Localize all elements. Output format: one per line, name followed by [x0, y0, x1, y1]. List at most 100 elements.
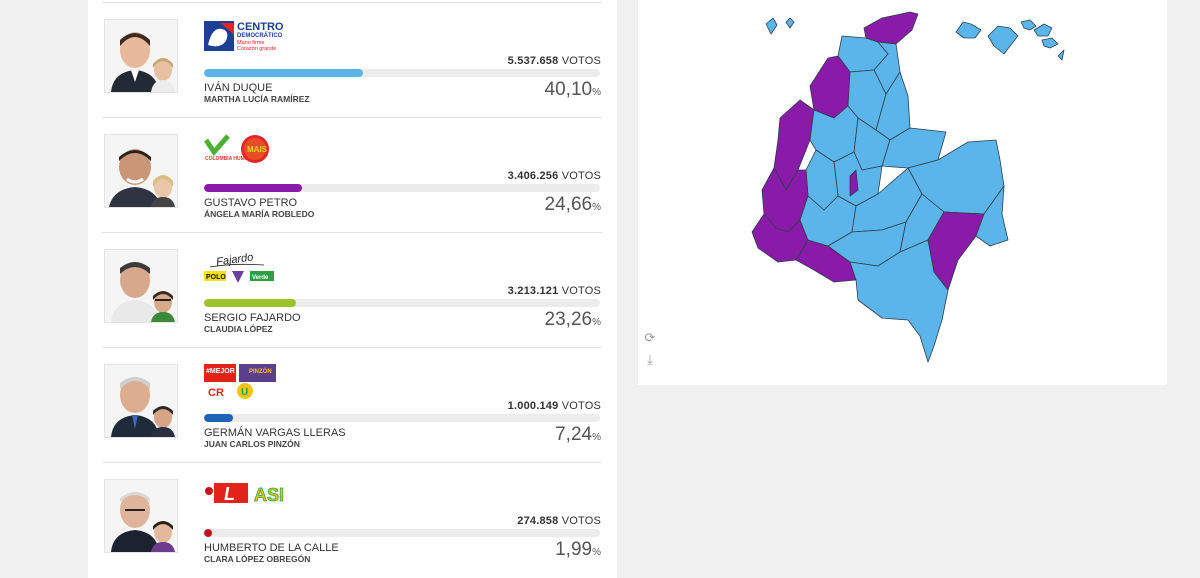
- party-logos-vargas-lleras: #MEJOR PINZÓN CR U: [204, 364, 344, 404]
- candidate-row-duque: CENTRO DEMOCRÁTICO Mano firme Corazón gr…: [102, 2, 602, 118]
- running-mate-name: CLARA LÓPEZ OBREGÓN: [204, 554, 311, 564]
- candidate-row-petro: COLOMBIA HUMANA MAIS 3.406.256 VOTOS GUS…: [102, 117, 602, 233]
- vote-count: 5.537.658 VOTOS: [508, 55, 601, 67]
- logo-slogan-1: Mano firme: [237, 40, 265, 46]
- vote-unit: VOTOS: [561, 55, 601, 67]
- logo-slogan-2: Corazón grande: [237, 46, 276, 52]
- candidate-name: SERGIO FAJARDO: [204, 312, 301, 324]
- map-island[interactable]: [955, 21, 982, 39]
- map-department-cordoba[interactable]: [809, 55, 851, 119]
- logo-colombia-humana-text: COLOMBIA HUMANA: [205, 156, 256, 162]
- asi-logo: ASI: [254, 485, 285, 506]
- polo-logo: POLO: [204, 271, 226, 281]
- map-island[interactable]: [1041, 37, 1059, 49]
- logo-cr-text: CR: [208, 387, 224, 399]
- map-department-san-andres[interactable]: [765, 17, 778, 35]
- vote-number: 1.000.149: [507, 400, 559, 412]
- colombia-results-map[interactable]: [638, 0, 1167, 385]
- logo-pinzon-text: PINZÓN: [249, 367, 272, 375]
- mejor-logo: #MEJOR: [204, 364, 236, 382]
- vote-unit: VOTOS: [561, 400, 601, 412]
- party-logos-petro: COLOMBIA HUMANA MAIS: [203, 134, 344, 174]
- results-map-panel: ⟳ ⤓: [638, 0, 1167, 385]
- map-island[interactable]: [1033, 23, 1053, 37]
- map-department-la-guajira[interactable]: [863, 11, 919, 45]
- vote-count: 3.406.256 VOTOS: [508, 170, 601, 182]
- running-mate-name: ÁNGELA MARÍA ROBLEDO: [204, 209, 315, 219]
- vote-unit: VOTOS: [561, 170, 601, 182]
- logo-polo-text: POLO: [206, 274, 226, 281]
- map-department-bogota[interactable]: [849, 169, 859, 197]
- vote-bar: [204, 529, 600, 537]
- vote-bar: [204, 414, 600, 422]
- percent-symbol: %: [592, 202, 601, 213]
- percent-value: 40,10: [544, 79, 593, 100]
- colombia-humana-logo: COLOMBIA HUMANA: [203, 134, 256, 162]
- candidate-name: GUSTAVO PETRO: [204, 197, 298, 209]
- vote-count: 274.858 VOTOS: [517, 515, 601, 527]
- logo-liberal-text: L: [224, 484, 235, 504]
- percent-symbol: %: [592, 317, 601, 328]
- running-mate-name: MARTHA LUCÍA RAMÍREZ: [204, 94, 310, 104]
- logo-verde-text: Verde: [252, 275, 269, 281]
- vote-bar-fill: [204, 184, 302, 192]
- logo-asi-text: ASI: [254, 485, 284, 505]
- percent-value: 1,99: [555, 539, 593, 560]
- map-island[interactable]: [1020, 19, 1037, 31]
- vote-bar: [204, 299, 600, 307]
- verde-logo: Verde: [250, 271, 274, 281]
- candidate-photo-petro: [104, 134, 178, 208]
- vote-bar: [204, 69, 600, 77]
- party-logos-fajardo: Fajardo POLO Verde: [204, 249, 344, 289]
- map-department-guainia[interactable]: [975, 185, 1009, 247]
- logo-u-text: U: [241, 387, 248, 398]
- candidate-row-vargas-lleras: #MEJOR PINZÓN CR U 1.000.149 VOTOS GERMÁ…: [102, 347, 602, 463]
- vote-number: 5.537.658: [507, 55, 559, 67]
- vote-bar-fill: [204, 69, 363, 77]
- refresh-icon[interactable]: ⟳: [644, 330, 656, 345]
- candidate-photo-duque: [104, 19, 178, 93]
- logo-mejor-text: #MEJOR: [206, 368, 235, 375]
- vote-percent: 24,66%: [545, 194, 601, 216]
- vote-percent: 23,26%: [545, 309, 601, 331]
- vote-number: 3.406.256: [507, 170, 559, 182]
- map-island[interactable]: [785, 17, 795, 29]
- vote-bar-fill: [204, 299, 297, 307]
- party-logos-de-la-calle: L ASI: [204, 479, 344, 519]
- vote-unit: VOTOS: [561, 285, 601, 297]
- candidate-photo-vargas-lleras: [104, 364, 178, 438]
- percent-value: 23,26: [544, 309, 593, 330]
- map-island[interactable]: [1057, 49, 1065, 61]
- candidate-name: HUMBERTO DE LA CALLE: [204, 542, 339, 554]
- percent-value: 7,24: [555, 424, 593, 445]
- vote-unit: VOTOS: [561, 515, 601, 527]
- map-department-amazonas[interactable]: [849, 239, 949, 363]
- map-island[interactable]: [987, 25, 1019, 55]
- candidate-name: IVÁN DUQUE: [204, 82, 273, 94]
- vote-bar: [204, 184, 600, 192]
- cambio-radical-logo: CR: [208, 387, 224, 399]
- vote-number: 3.213.121: [507, 285, 559, 297]
- percent-symbol: %: [592, 87, 601, 98]
- vote-number: 274.858: [517, 515, 559, 527]
- running-mate-name: CLAUDIA LÓPEZ: [204, 324, 273, 334]
- vote-percent: 40,10%: [545, 79, 601, 101]
- mais-logo: MAIS: [241, 135, 269, 163]
- candidate-photo-de-la-calle: [104, 479, 178, 553]
- candidate-name: GERMÁN VARGAS LLERAS: [204, 427, 346, 439]
- vote-percent: 1,99%: [555, 539, 601, 561]
- percent-value: 24,66: [544, 194, 593, 215]
- logo-subtitle: DEMOCRÁTICO: [237, 32, 283, 39]
- vote-bar-fill: [204, 529, 212, 537]
- candidate-row-fajardo: Fajardo POLO Verde 3.213.121 VOTOS SERGI…: [102, 232, 602, 348]
- candidate-photo-fajardo: [104, 249, 178, 323]
- pinzon-logo: PINZÓN: [239, 364, 276, 382]
- party-logo-centro-democratico: CENTRO DEMOCRÁTICO Mano firme Corazón gr…: [204, 19, 344, 59]
- vote-count: 1.000.149 VOTOS: [508, 400, 601, 412]
- running-mate-name: JUAN CARLOS PINZÓN: [204, 439, 300, 449]
- percent-symbol: %: [592, 432, 601, 443]
- download-icon[interactable]: ⤓: [647, 352, 653, 367]
- logo-title: CENTRO: [237, 21, 284, 33]
- vote-count: 3.213.121 VOTOS: [508, 285, 601, 297]
- results-panel: CENTRO DEMOCRÁTICO Mano firme Corazón gr…: [88, 0, 617, 578]
